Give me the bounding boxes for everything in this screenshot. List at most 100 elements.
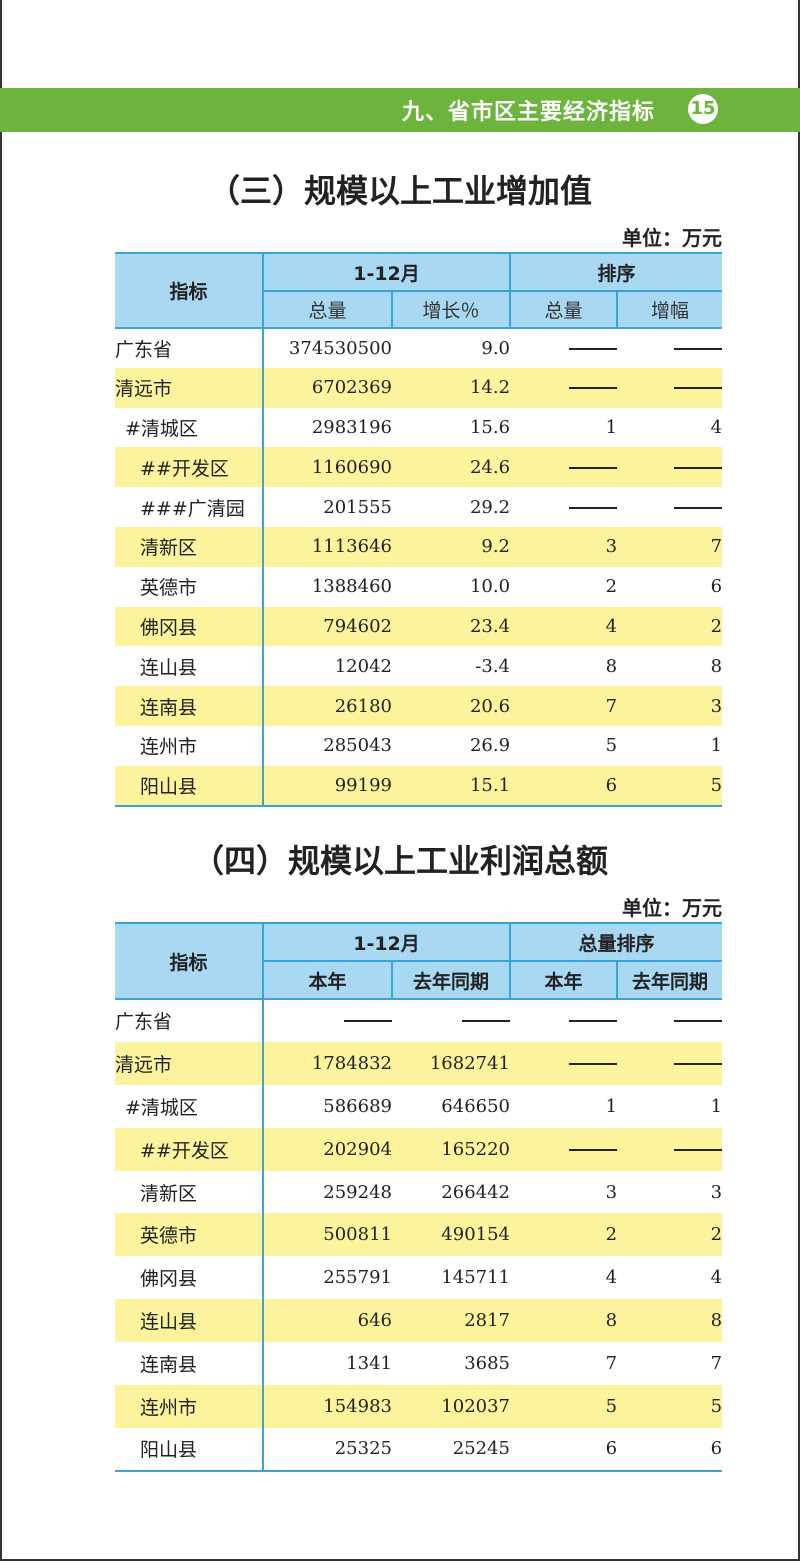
cell-value: 285043 [323, 735, 392, 757]
header-indicator: 指标 [115, 252, 264, 329]
cell-value: —— [263, 999, 392, 1042]
dash-placeholder: —— [674, 387, 723, 390]
cell-value: —— [617, 1041, 723, 1085]
row-label: 佛冈县 [115, 1256, 264, 1300]
header-sub: 本年 [263, 960, 393, 1000]
cell-value: 7 [617, 526, 723, 567]
cell-value: 15.1 [392, 765, 511, 807]
cell-value: 8 [617, 1299, 723, 1343]
dash-placeholder: —— [674, 1062, 723, 1065]
cell-value: 4 [510, 606, 618, 647]
cell-value: 490154 [392, 1213, 511, 1257]
cell-value: 9.0 [481, 337, 511, 359]
cell-value: 646 [263, 1299, 392, 1343]
row-label: ##开发区 [115, 1127, 264, 1171]
cell-value: 1 [605, 1095, 618, 1117]
row-label: 连南县 [115, 1342, 264, 1386]
dash-placeholder: —— [674, 1020, 723, 1023]
cell-value: —— [617, 447, 723, 488]
cell-value: 202904 [263, 1127, 392, 1171]
cell-value: —— [510, 487, 618, 527]
cell-value: 7 [605, 1353, 618, 1375]
cell-value: 8 [605, 655, 618, 677]
table-row: 连山县 646 2817 8 8 [115, 1299, 723, 1343]
cell-value: 1 [605, 416, 618, 438]
cell-value: 1113646 [263, 526, 392, 567]
table-row: 连州市 285043 26.9 5 1 [115, 725, 723, 766]
header-sub: 总量 [510, 290, 619, 329]
row-label: 清远市 [115, 1041, 264, 1085]
cell-value: 4 [710, 1267, 723, 1289]
cell-value: 5 [617, 765, 723, 807]
cell-value: 646650 [441, 1095, 511, 1117]
row-label: 连山县 [115, 1299, 264, 1343]
table-row: 佛冈县 255791 145711 4 4 [115, 1256, 723, 1300]
cell-value: 4 [710, 416, 723, 438]
row-label: 广东省 [115, 328, 264, 368]
cell-value: 6 [710, 576, 723, 598]
cell-value: 2 [617, 606, 723, 647]
header-sub: 本年 [510, 960, 619, 1000]
dash-placeholder: —— [569, 1148, 618, 1151]
cell-value: 374530500 [288, 337, 392, 359]
cell-value: 1341 [346, 1353, 392, 1375]
dash-placeholder: —— [569, 1020, 618, 1023]
cell-value: 3 [510, 526, 618, 567]
cell-value: 6 [510, 765, 618, 807]
chapter-title: 九、省市区主要经济指标 [401, 100, 655, 125]
table-row: 连州市 154983 102037 5 5 [115, 1385, 723, 1428]
header-sub: 增长％ [392, 290, 512, 329]
cell-value: —— [617, 328, 723, 368]
cell-value: 5 [617, 1385, 723, 1428]
cell-value: 2 [510, 1213, 618, 1257]
cell-value: 25325 [263, 1427, 392, 1472]
dash-placeholder: —— [569, 387, 618, 390]
dash-placeholder: —— [674, 506, 723, 509]
cell-value: 1784832 [263, 1041, 392, 1085]
row-label: 连州市 [115, 725, 264, 766]
cell-value: 4 [605, 1267, 618, 1289]
cell-value: 154983 [263, 1385, 392, 1428]
table4-unit: 单位：万元 [622, 896, 722, 920]
table4-title: （四）规模以上工业利润总额 [191, 842, 608, 880]
cell-value: 25245 [392, 1427, 511, 1472]
cell-value: 255791 [323, 1267, 392, 1289]
row-label: ##开发区 [115, 447, 264, 488]
cell-value: 201555 [323, 496, 392, 518]
cell-value: 145711 [441, 1267, 511, 1289]
cell-value: —— [510, 328, 618, 368]
cell-value: 1388460 [311, 576, 392, 598]
cell-value: 29.2 [469, 496, 511, 518]
table-row: 广东省 —— —— —— —— [115, 999, 723, 1042]
header-period: 1-12月 [263, 922, 512, 962]
cell-value: 20.6 [392, 686, 511, 726]
row-label: 阳山县 [115, 765, 264, 807]
cell-value: 500811 [263, 1213, 392, 1257]
cell-value: 7 [710, 1353, 723, 1375]
row-label: 清远市 [115, 367, 264, 408]
table-row: 英德市 500811 490154 2 2 [115, 1213, 723, 1257]
cell-value: 3 [617, 686, 723, 726]
header-sub: 总量 [263, 290, 393, 329]
table-row: 阳山县 99199 15.1 6 5 [115, 765, 723, 807]
table-row: ###广清园 201555 29.2 —— —— [115, 487, 723, 527]
cell-value: 2 [605, 576, 618, 598]
row-label: ###广清园 [115, 487, 264, 527]
table-row: 清新区 259248 266442 3 3 [115, 1170, 722, 1214]
cell-value: 2817 [392, 1299, 511, 1343]
table3-unit: 单位：万元 [622, 226, 722, 250]
cell-value: 5 [510, 1385, 618, 1428]
cell-value: 1 [710, 735, 723, 757]
table-row: 连山县 12042 -3.4 8 8 [115, 646, 722, 687]
table-row: #清城区 586689 646650 1 1 [115, 1084, 722, 1128]
table-row: 连南县 1341 3685 7 7 [115, 1342, 723, 1386]
header-rank: 排序 [510, 252, 723, 292]
dash-placeholder: —— [462, 1020, 511, 1023]
cell-value: 9.2 [392, 526, 511, 567]
cell-value: 586689 [323, 1095, 392, 1117]
cell-value: 23.4 [392, 606, 511, 647]
cell-value: 2983196 [311, 416, 392, 438]
dash-placeholder: —— [569, 506, 618, 509]
